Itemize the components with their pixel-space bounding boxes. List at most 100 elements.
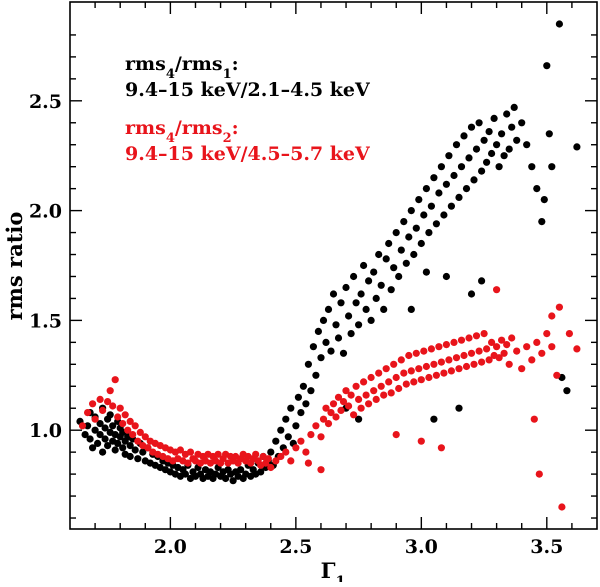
red-series-point	[450, 338, 458, 346]
red-series-point	[385, 378, 393, 386]
red-series-point	[264, 455, 272, 463]
red-series-point	[350, 411, 358, 419]
black-series-point	[415, 196, 423, 204]
black-series-point	[452, 141, 461, 149]
black-series-point	[478, 277, 486, 285]
y-tick-label: 2.5	[29, 91, 62, 113]
red-series-point	[548, 343, 556, 351]
red-series-point	[513, 347, 521, 355]
black-series-point	[314, 327, 322, 335]
red-series-point	[184, 459, 192, 467]
black-series-point	[410, 250, 418, 259]
black-series-point	[445, 152, 453, 160]
black-series-point	[327, 347, 335, 355]
red-series-point	[395, 384, 403, 393]
black-series-point	[304, 360, 312, 368]
black-series-point	[347, 330, 355, 338]
red-series-point	[478, 358, 486, 366]
black-series-point	[339, 349, 348, 357]
red-series-point	[345, 402, 353, 410]
black-series-point	[437, 163, 445, 171]
red-series-point	[277, 452, 285, 461]
black-series-point	[455, 404, 463, 412]
black-series-point	[222, 474, 230, 483]
red-series-point	[322, 404, 330, 412]
red-series-point	[425, 373, 433, 382]
black-series-point	[563, 387, 571, 395]
black-series-point	[412, 224, 420, 232]
red-series-point	[465, 334, 473, 342]
black-series-point	[435, 189, 443, 197]
black-series-point	[86, 435, 94, 443]
black-series-point	[505, 145, 513, 153]
tick-labels-layer: 2.0 2.5 3.0 3.5 1.0 1.5 2.0 2.5	[29, 91, 563, 558]
black-series-point	[342, 283, 350, 292]
legend-black-line2: 9.4–15 keV/2.1–4.5 keV	[125, 79, 371, 101]
red-series-point	[498, 336, 506, 344]
y-tick-label: 1.0	[29, 420, 62, 442]
black-series-point	[450, 171, 458, 180]
red-series-point	[485, 356, 493, 364]
black-series-point	[380, 305, 388, 313]
black-series-point	[397, 246, 405, 254]
black-series-point	[407, 207, 415, 215]
red-series-point	[455, 365, 463, 373]
black-series-point	[548, 163, 556, 171]
black-series-point	[294, 393, 302, 401]
black-series-point	[229, 477, 237, 485]
red-series-point	[214, 450, 222, 458]
red-series-point	[452, 354, 461, 362]
red-series-point	[505, 360, 513, 368]
black-series-point	[282, 415, 290, 423]
black-series-point	[442, 272, 450, 281]
red-series-point	[89, 400, 97, 408]
red-series-point	[553, 371, 561, 379]
black-series-point	[287, 404, 295, 412]
black-series-point	[360, 261, 368, 270]
black-series-point	[272, 437, 280, 445]
red-series-point	[176, 446, 184, 454]
black-series-point	[96, 431, 104, 439]
black-series-point	[387, 286, 395, 294]
legend: rms4/rms1: 9.4–15 keV/2.1–4.5 keV rms4/r…	[125, 53, 371, 165]
red-series-point	[360, 378, 368, 386]
black-series-point	[329, 290, 338, 298]
red-series-point	[272, 457, 280, 465]
black-series-point	[119, 444, 127, 452]
red-series-point	[427, 345, 435, 353]
red-series-point	[355, 395, 363, 403]
black-series-point	[480, 136, 488, 144]
black-series-point	[319, 316, 328, 324]
red-series-point	[430, 360, 438, 368]
black-series-point	[495, 163, 503, 171]
red-series-point	[332, 413, 340, 421]
red-series-point	[377, 382, 385, 390]
red-series-point	[417, 437, 425, 445]
black-series-point	[309, 343, 317, 351]
red-series-point	[530, 415, 538, 423]
red-series-point	[392, 373, 400, 382]
black-series-point	[372, 294, 380, 302]
black-series-point	[407, 305, 415, 313]
red-series-point	[342, 387, 350, 395]
black-series-point	[181, 470, 189, 478]
black-series-point	[422, 268, 430, 276]
red-series-point	[141, 433, 149, 441]
red-series-point	[99, 406, 107, 414]
black-series-point	[337, 299, 345, 307]
black-series-point	[99, 448, 107, 456]
black-series-point	[312, 371, 320, 379]
black-series-point	[385, 239, 393, 248]
red-series-point	[523, 343, 531, 351]
black-series-point	[430, 174, 438, 182]
black-series-point	[284, 433, 292, 441]
red-series-point	[116, 404, 124, 412]
red-series-point	[307, 431, 315, 439]
red-series-point	[405, 351, 413, 360]
black-series-point	[528, 163, 536, 171]
red-series-point	[402, 380, 410, 388]
black-series-point	[126, 442, 134, 450]
black-series-point	[317, 354, 325, 362]
red-series-point	[528, 356, 536, 364]
black-series-point	[257, 468, 265, 476]
